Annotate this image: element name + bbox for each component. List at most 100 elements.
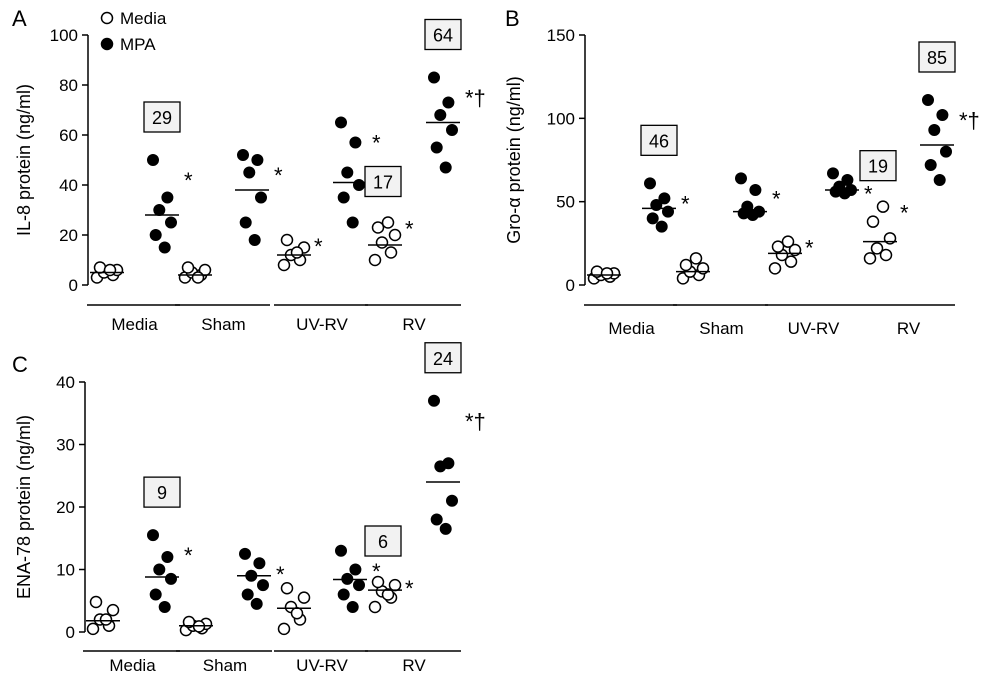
point-mpa	[341, 166, 354, 179]
y-axis-label: ENA-78 protein (ng/ml)	[14, 415, 34, 599]
point-mpa	[248, 234, 261, 246]
category-label: Media	[109, 656, 156, 675]
category-label: Sham	[201, 315, 245, 334]
significance-mark: *	[314, 234, 323, 259]
fold-change-box	[859, 150, 897, 182]
point-mpa	[149, 229, 162, 241]
point-mpa	[439, 161, 452, 174]
category-label: Media	[608, 319, 655, 338]
point-mpa	[442, 96, 455, 109]
point-mpa	[149, 588, 162, 601]
point-media	[368, 253, 382, 267]
point-media	[181, 261, 195, 274]
fold-change-value: 17	[373, 173, 393, 193]
point-media	[93, 261, 107, 274]
point-mpa	[255, 191, 267, 204]
point-mpa	[940, 145, 952, 158]
point-mpa	[353, 579, 365, 592]
point-media	[771, 240, 785, 253]
point-media	[870, 242, 884, 255]
point-mpa	[658, 192, 671, 205]
y-tick-label: 100	[50, 26, 78, 45]
point-media	[99, 613, 113, 626]
point-media	[280, 582, 294, 595]
point-mpa	[147, 154, 159, 166]
point-media	[784, 255, 798, 268]
point-media	[290, 607, 304, 620]
y-tick-label: 100	[547, 109, 575, 128]
point-mpa	[346, 216, 359, 229]
point-mpa	[165, 216, 177, 229]
significance-mark: *	[805, 236, 814, 261]
point-mpa	[922, 94, 934, 106]
point-media	[781, 235, 795, 248]
point-mpa	[933, 174, 946, 186]
panel-b: B 0 50 100 150 Gro-α protein (ng/ml) Media * 46 S…	[504, 6, 980, 338]
point-mpa	[353, 179, 365, 191]
fold-change-box	[424, 18, 462, 51]
fold-change-value: 46	[649, 131, 669, 151]
point-mpa	[434, 460, 447, 473]
legend-marker	[100, 11, 114, 25]
point-mpa	[349, 563, 362, 576]
significance-mark: *	[772, 186, 781, 211]
significance-mark: *	[184, 168, 193, 193]
point-mpa	[251, 154, 264, 166]
point-mpa	[335, 544, 347, 557]
fold-change-box	[364, 165, 402, 198]
fold-change-box	[424, 342, 462, 374]
point-media	[277, 622, 291, 636]
y-tick-label: 0	[66, 623, 75, 642]
point-mpa	[161, 551, 174, 563]
y-tick-label: 50	[556, 193, 575, 212]
point-mpa	[655, 220, 668, 233]
point-mpa	[646, 212, 659, 225]
point-mpa	[161, 191, 174, 204]
point-mpa	[158, 601, 171, 613]
point-mpa	[430, 141, 443, 154]
category-label: UV-RV	[296, 656, 348, 675]
category-label: Sham	[203, 656, 247, 675]
fold-change-value: 24	[433, 349, 453, 369]
point-mpa	[644, 177, 656, 190]
point-mpa	[253, 557, 266, 570]
point-media	[103, 263, 117, 277]
point-mpa	[337, 588, 350, 601]
point-mpa	[349, 136, 362, 149]
y-tick-label: 60	[59, 126, 78, 145]
fold-change-box	[143, 476, 181, 508]
point-media	[388, 228, 402, 242]
fold-change-value: 19	[868, 157, 888, 177]
significance-mark: *†	[465, 86, 486, 111]
significance-mark: *	[405, 576, 414, 601]
point-mpa	[928, 124, 941, 136]
panel-letter: B	[505, 6, 520, 31]
point-media	[863, 252, 877, 265]
point-mpa	[446, 494, 458, 507]
significance-mark: *†	[959, 108, 980, 133]
y-tick-label: 20	[59, 226, 78, 245]
point-mpa	[243, 166, 256, 179]
category-label: Media	[111, 315, 158, 334]
point-mpa	[241, 588, 254, 601]
point-media	[277, 258, 291, 272]
category-label: Sham	[699, 319, 743, 338]
point-mpa	[446, 124, 458, 136]
point-mpa	[257, 579, 269, 592]
significance-mark: *	[405, 217, 414, 242]
category-label: UV-RV	[788, 319, 840, 338]
significance-mark: *	[372, 131, 381, 156]
point-media	[679, 258, 693, 272]
point-media	[876, 200, 890, 213]
fold-change-value: 9	[157, 483, 167, 503]
point-media	[280, 233, 294, 247]
point-mpa	[335, 116, 347, 129]
point-media	[381, 588, 395, 601]
point-mpa	[153, 563, 166, 576]
fold-change-box	[918, 41, 956, 73]
y-tick-label: 40	[56, 373, 75, 392]
point-media	[600, 267, 614, 280]
point-mpa	[735, 172, 747, 185]
point-media	[371, 221, 385, 234]
